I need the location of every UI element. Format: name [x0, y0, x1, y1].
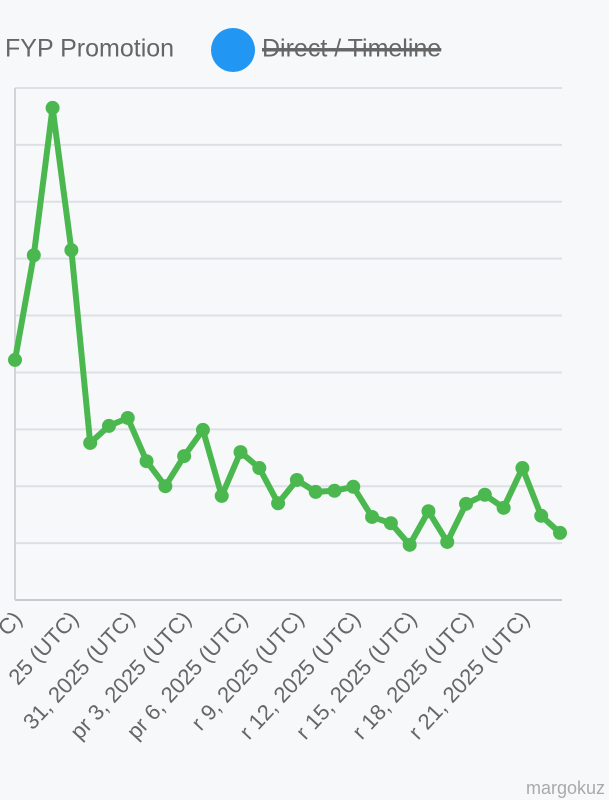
point	[120, 410, 135, 425]
point	[101, 418, 116, 433]
point	[83, 435, 98, 450]
point	[308, 484, 323, 499]
x-tick-label: C)	[0, 606, 27, 640]
point	[440, 534, 455, 549]
point	[365, 509, 380, 524]
point	[26, 248, 41, 263]
point	[64, 243, 79, 258]
point	[421, 504, 436, 519]
point	[214, 488, 229, 503]
point	[346, 479, 361, 494]
point	[158, 479, 173, 494]
point	[8, 352, 22, 367]
point	[459, 496, 474, 511]
point	[402, 537, 417, 552]
point	[195, 422, 210, 437]
point	[496, 500, 511, 515]
series-line	[12, 104, 563, 548]
point	[477, 487, 492, 502]
point	[327, 483, 342, 498]
point	[534, 508, 549, 523]
watermark: margokuz	[526, 778, 605, 798]
point	[383, 516, 398, 531]
point	[177, 449, 192, 464]
point	[553, 525, 567, 540]
point	[252, 461, 267, 476]
point	[515, 461, 530, 476]
point	[45, 100, 60, 115]
legend-marker[interactable]	[211, 28, 255, 72]
point	[289, 472, 304, 487]
point	[139, 454, 154, 469]
point	[233, 445, 248, 460]
legend-label[interactable]: FYP Promotion	[5, 35, 174, 63]
point	[271, 496, 286, 511]
